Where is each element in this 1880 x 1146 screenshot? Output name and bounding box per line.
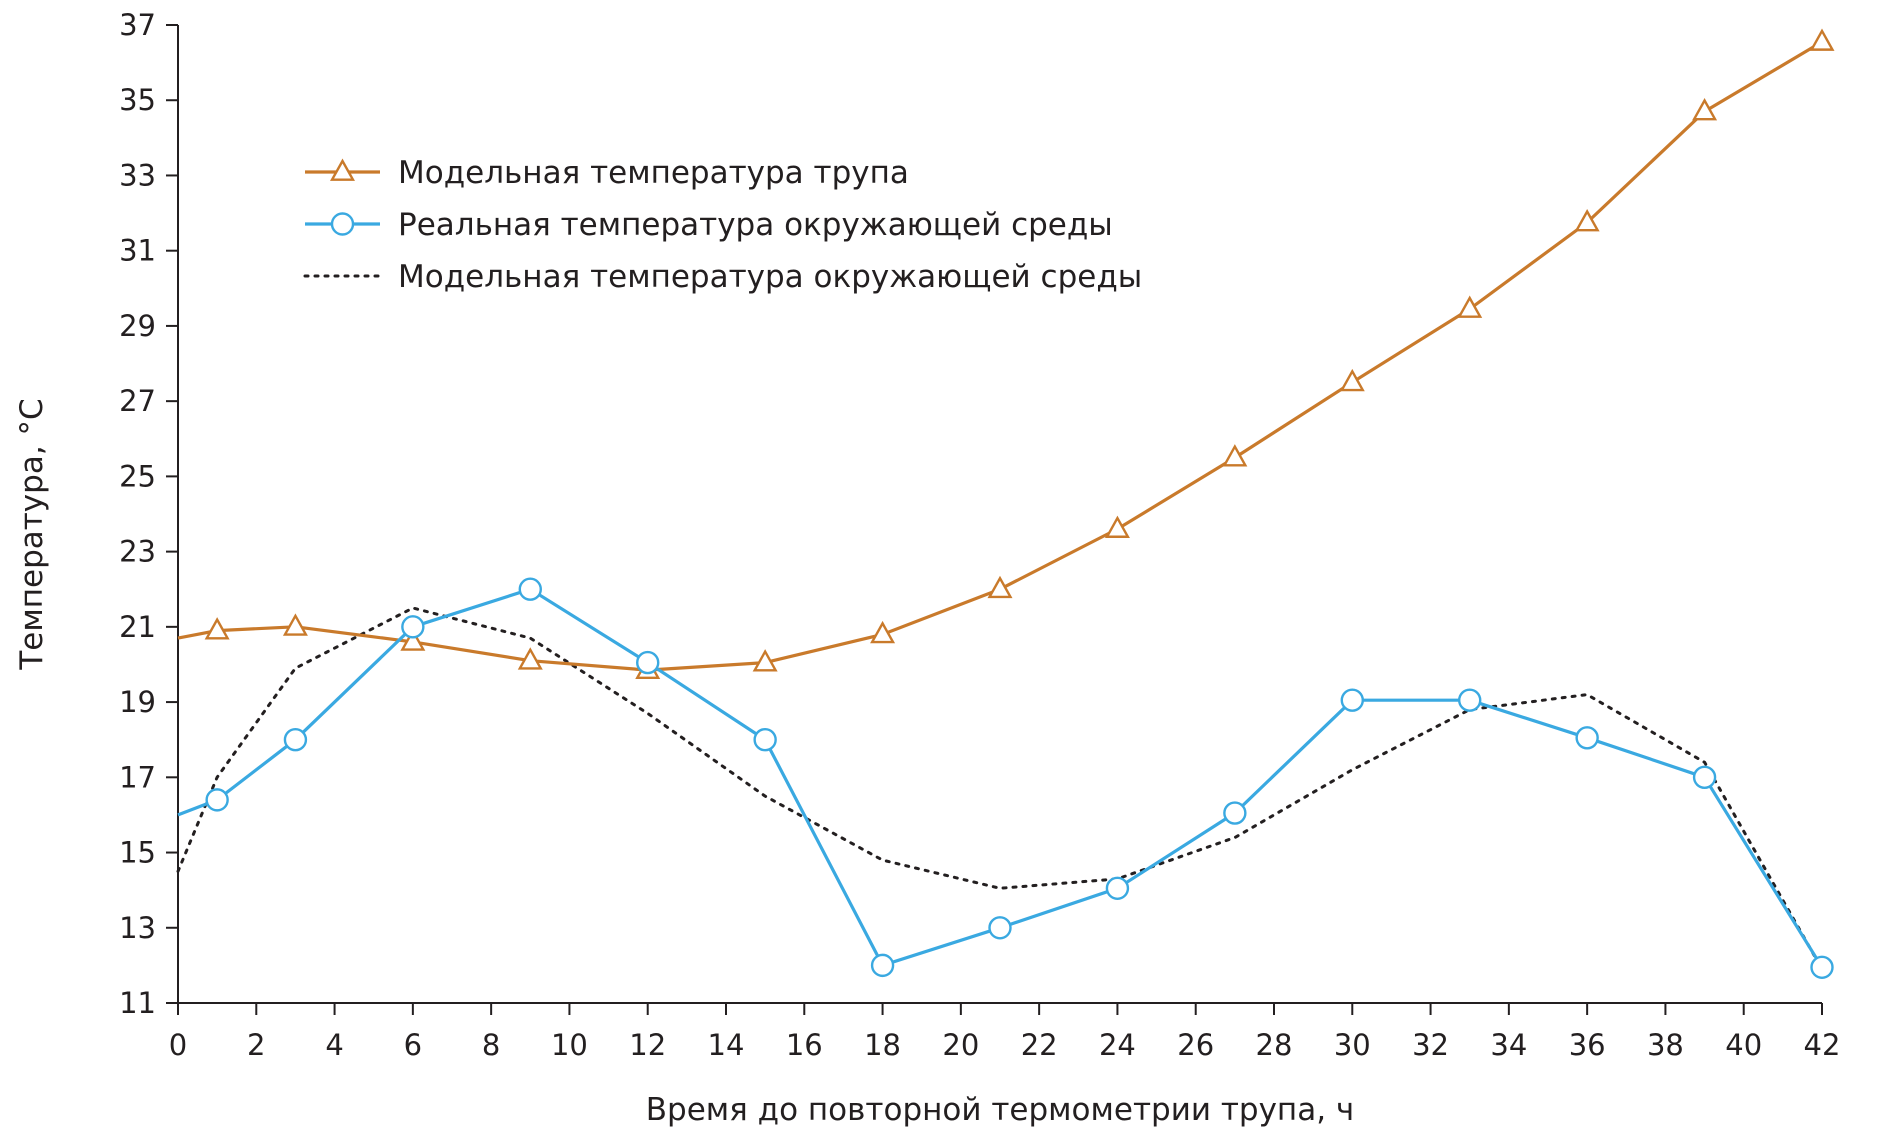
data-point-triangle (204, 617, 230, 640)
y-tick-label: 31 (119, 234, 156, 268)
series-line (177, 40, 1823, 672)
y-tick-label: 25 (119, 459, 156, 493)
y-tick-label: 27 (119, 384, 156, 418)
data-point-circle (1575, 726, 1599, 750)
legend-item: Реальная температура окружающей среды (305, 207, 1113, 243)
x-tick-label: 30 (1334, 1028, 1371, 1062)
x-tick-label: 22 (1021, 1028, 1058, 1062)
x-tick-label: 38 (1647, 1028, 1684, 1062)
legend-label: Модельная температура окружающей среды (398, 259, 1142, 295)
data-point-circle (401, 615, 425, 639)
x-tick-label: 24 (1099, 1028, 1136, 1062)
data-point-triangle (987, 575, 1013, 599)
legend-marker (330, 158, 355, 181)
data-point-circle (205, 788, 229, 812)
data-point-triangle (517, 647, 543, 670)
x-tick-label: 40 (1725, 1028, 1762, 1062)
data-point-triangle (1222, 444, 1248, 467)
x-tick-label: 10 (551, 1028, 588, 1062)
x-tick-label: 26 (1177, 1028, 1214, 1062)
data-point-circle (1458, 688, 1482, 712)
legend-label: Модельная температура трупа (398, 155, 909, 191)
x-tick-label: 2 (247, 1028, 265, 1062)
x-tick-label: 42 (1804, 1028, 1841, 1062)
x-tick-label: 12 (629, 1028, 666, 1062)
data-point-circle (988, 916, 1012, 940)
x-axis-title: Время до повторной термометрии трупа, ч (646, 1092, 1354, 1128)
series-2 (177, 577, 1834, 979)
data-point-triangle (1692, 98, 1718, 121)
series-layer (176, 28, 1835, 979)
series-3 (176, 606, 1824, 971)
y-tick-label: 37 (119, 8, 156, 42)
data-point-circle (1223, 801, 1247, 825)
legend-label: Реальная температура окружающей среды (398, 207, 1113, 243)
x-tick-label: 28 (1256, 1028, 1293, 1062)
x-tick-label: 20 (942, 1028, 979, 1062)
series-line (177, 587, 1824, 969)
x-tick-label: 4 (325, 1028, 343, 1062)
y-tick-label: 21 (119, 610, 156, 644)
x-tick-label: 32 (1412, 1028, 1449, 1062)
data-point-circle (1105, 876, 1130, 900)
series-1 (177, 28, 1835, 680)
y-tick-label: 13 (119, 911, 156, 945)
data-point-triangle (1339, 368, 1365, 392)
data-point-circle (283, 727, 308, 752)
data-point-triangle (400, 628, 426, 651)
data-point-triangle (1104, 515, 1130, 538)
y-tick-label: 35 (119, 83, 156, 117)
data-point-triangle (1809, 28, 1835, 51)
legend-item: Модельная температура трупа (305, 155, 909, 191)
y-axis-title: Температура, °С (14, 398, 50, 670)
data-point-triangle (1457, 295, 1483, 318)
x-ticks: 0 2 4 6 8 10 12 14 16 18 20 22 24 26 28 30 32 34 36 38 40 42 (169, 1003, 1841, 1062)
data-point-circle (1810, 955, 1834, 979)
y-tick-label: 11 (119, 986, 156, 1020)
y-tick-label: 23 (119, 535, 156, 569)
data-point-circle (753, 727, 777, 752)
x-tick-label: 6 (404, 1028, 422, 1062)
y-tick-label: 17 (119, 760, 156, 794)
data-point-circle (636, 650, 660, 675)
data-point-circle (870, 953, 895, 978)
data-point-triangle (870, 620, 896, 644)
series-line (176, 606, 1824, 971)
data-point-circle (1692, 765, 1717, 790)
x-tick-label: 18 (864, 1028, 901, 1062)
x-tick-label: 14 (708, 1028, 745, 1062)
x-tick-label: 36 (1569, 1028, 1606, 1062)
y-tick-label: 19 (119, 685, 156, 719)
data-point-triangle (752, 649, 778, 672)
legend: Модельная температура трупа Реальная темп… (303, 155, 1142, 295)
data-point-triangle (282, 613, 308, 636)
x-tick-label: 16 (786, 1028, 823, 1062)
legend-item: Модельная температура окружающей среды (303, 259, 1142, 295)
data-point-circle (1340, 688, 1364, 712)
data-point-circle (518, 577, 542, 601)
data-point-triangle (1574, 209, 1600, 232)
legend-marker (330, 212, 355, 236)
y-tick-label: 29 (119, 309, 156, 343)
y-ticks: 11 13 15 17 19 21 23 25 27 29 31 33 35 37 (119, 8, 178, 1020)
y-tick-label: 33 (119, 158, 156, 192)
y-tick-label: 15 (119, 836, 156, 870)
x-tick-label: 0 (169, 1028, 187, 1062)
x-tick-label: 34 (1490, 1028, 1527, 1062)
x-tick-label: 8 (482, 1028, 500, 1062)
